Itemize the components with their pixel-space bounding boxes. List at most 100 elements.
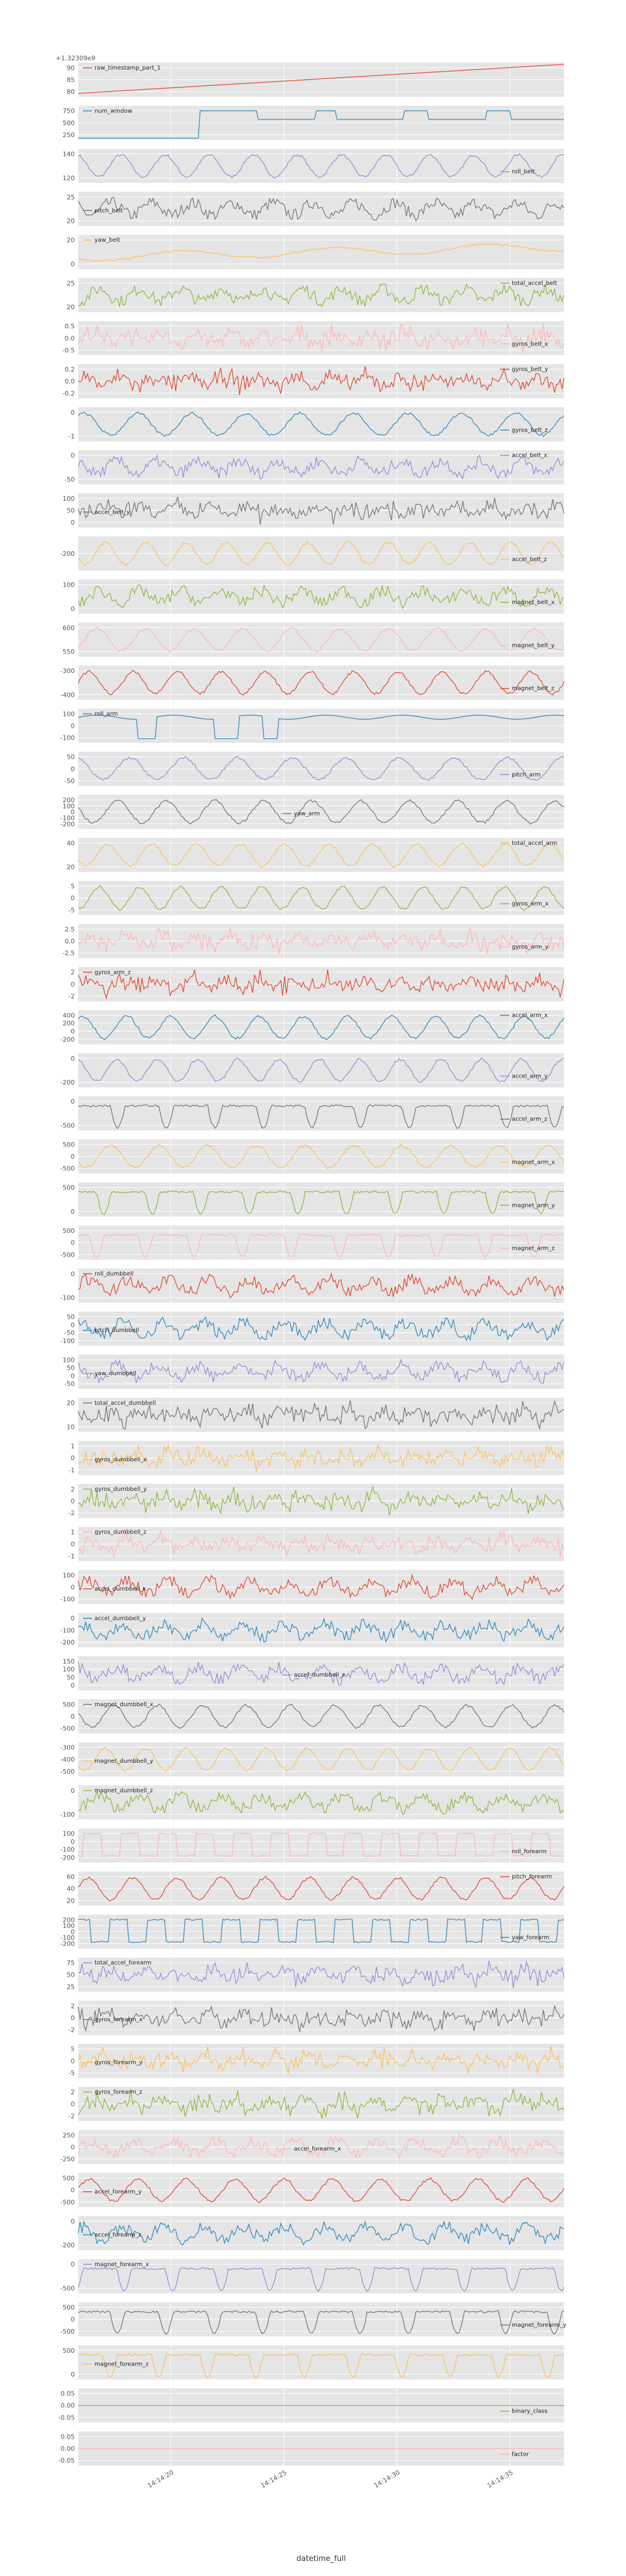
y-tick-label: -400 [60, 1756, 75, 1763]
series-line-gyros_arm_y [78, 926, 565, 955]
legend-label: total_accel_dumbbell [94, 1400, 156, 1406]
series-line-accel_belt_x [78, 453, 565, 480]
y-tick-label: 0.00 [61, 2445, 75, 2453]
series-line-magnet_forearm_z [78, 2353, 565, 2378]
series-line-gyros_forearm_x [78, 2005, 565, 2032]
legend-gyros_arm_x: gyros_arm_x [500, 901, 548, 907]
plot-area [78, 1182, 564, 1217]
legend-gyros_forearm_x: gyros_forearm_x [83, 2017, 143, 2023]
subplot-magnet_forearm_y: 500 0 -500 magnet_forearm_y [60, 2302, 566, 2337]
series-line-yaw_forearm [78, 1918, 565, 1943]
y-tick-label: 500 [63, 2175, 75, 2182]
plot-area [78, 1785, 564, 1820]
y-tick-label: 0 [71, 1098, 75, 1105]
legend-factor: factor [500, 2451, 529, 2458]
series-line-total_accel_dumbbell [78, 1400, 565, 1431]
subplot-roll_belt: 140 120 roll_belt [63, 148, 565, 183]
y-tick-label: -500 [60, 2199, 75, 2206]
x-tick-label: 14:14:30 [373, 2469, 401, 2490]
y-tick-label: 0 [71, 409, 75, 416]
y-tick-label: -50 [64, 476, 75, 483]
subplot-magnet_belt_y: 600 550 magnet_belt_y [63, 622, 565, 657]
y-tick-label: -50 [64, 777, 75, 785]
y-tick-label: -2 [68, 1509, 75, 1517]
subplot-magnet_dumbbell_z: 0 -100 magnet_dumbbell_z [60, 1785, 565, 1820]
subplot-roll_dumbbell: 0 -100 roll_dumbbell [60, 1268, 565, 1303]
plot-area [78, 191, 564, 226]
plot-area [78, 579, 564, 614]
series-line-accel_belt_z [78, 540, 565, 566]
legend-label: gyros_belt_x [512, 341, 548, 347]
y-tick-label: 500 [63, 119, 75, 127]
series-line-magnet_forearm_y [78, 2310, 565, 2335]
y-tick-label: 0 [71, 1454, 75, 1462]
y-tick-label: -500 [60, 1251, 75, 1258]
y-tick-label: -200 [60, 820, 75, 828]
y-tick-label: 120 [63, 174, 75, 182]
legend-raw_timestamp_part_1: raw_timestamp_part_1 [83, 65, 161, 71]
legend-accel_dumbbell_x: accel_dumbbell_x [83, 1586, 146, 1592]
legend-label: yaw_dumbbell [94, 1370, 136, 1377]
plot-area [78, 1311, 564, 1346]
series-line-accel_arm_z [78, 1104, 565, 1130]
legend-magnet_forearm_x: magnet_forearm_x [83, 2261, 149, 2268]
plot-area [78, 1096, 564, 1131]
y-tick-label: 0 [71, 1270, 75, 1278]
y-tick-label: 20 [67, 864, 75, 871]
legend-total_accel_arm: total_accel_arm [500, 840, 558, 846]
series-line-magnet_belt_y [78, 627, 565, 653]
legend-gyros_belt_z: gyros_belt_z [500, 427, 548, 434]
y-tick-label: -2 [68, 2112, 75, 2120]
y-tick-label: -300 [60, 667, 75, 675]
series-line-accel_dumbbell_y [78, 1617, 565, 1643]
x-tick-label: 14:14:35 [486, 2469, 514, 2490]
y-tick-label: 0 [71, 2186, 75, 2194]
legend-magnet_dumbbell_y: magnet_dumbbell_y [83, 1758, 153, 1764]
subplot-gyros_dumbbell_z: 1 0 -1 gyros_dumbbell_z [68, 1527, 565, 1562]
subplot-total_accel_arm: 40 20 total_accel_arm [67, 838, 565, 872]
legend-label: gyros_forearm_x [94, 2017, 143, 2023]
y-tick-label: -100 [60, 814, 75, 822]
legend-total_accel_forearm: total_accel_forearm [83, 1960, 151, 1966]
y-tick-label: 140 [63, 150, 75, 158]
legend-label: accel_arm_x [512, 1013, 548, 1019]
legend-magnet_belt_y: magnet_belt_y [500, 642, 555, 649]
x-tick-label: 14:14:25 [260, 2469, 288, 2490]
y-tick-label: 50 [67, 754, 75, 761]
legend-label: accel_dumbbell_x [94, 1586, 146, 1592]
plot-area [78, 622, 564, 657]
y-tick-label: 25 [67, 279, 75, 287]
x-offset-text: +1.32309e9 [56, 54, 95, 62]
legend-label: accel_forearm_x [294, 2146, 341, 2152]
y-tick-label: -200 [60, 1940, 75, 1948]
y-tick-label: 0 [71, 1713, 75, 1720]
y-tick-label: 0 [71, 1928, 75, 1935]
legend-accel_belt_z: accel_belt_z [500, 556, 547, 563]
legend-label: pitch_arm [512, 772, 541, 778]
legend-label: magnet_arm_y [512, 1202, 555, 1209]
y-tick-label: 2 [71, 2002, 75, 2010]
legend-label: magnet_forearm_y [512, 2322, 566, 2328]
series-line-roll_arm [78, 715, 565, 740]
series-line-magnet_dumbbell_x [78, 1704, 565, 1729]
y-tick-label: 500 [63, 2347, 75, 2355]
subplot-accel_forearm_z: 0 -200 accel_forearm_z [60, 2216, 565, 2250]
legend-label: magnet_belt_x [512, 599, 555, 606]
y-tick-label: -5 [68, 907, 75, 914]
legend-label: gyros_belt_y [512, 366, 548, 373]
y-tick-label: 200 [63, 1020, 75, 1027]
series-line-gyros_dumbbell_y [78, 1485, 565, 1516]
legend-label: gyros_dumbbell_x [94, 1457, 147, 1463]
legend-label: total_accel_belt [512, 281, 557, 287]
y-tick-label: 85 [67, 77, 75, 84]
legend-label: roll_dumbbell [94, 1271, 133, 1277]
legend-gyros_belt_y: gyros_belt_y [500, 366, 548, 373]
series-line-gyros_dumbbell_z [78, 1529, 565, 1558]
subplot-gyros_belt_z: 0 -1 gyros_belt_z [68, 407, 565, 442]
y-tick-label: 20 [67, 304, 75, 311]
series-line-gyros_belt_z [78, 411, 565, 437]
y-tick-label: 0 [71, 1028, 75, 1035]
subplot-pitch_belt: 25 20 pitch_belt [67, 191, 565, 226]
legend-gyros_dumbbell_y: gyros_dumbbell_y [83, 1486, 147, 1493]
legend-yaw_forearm: yaw_forearm [500, 1934, 549, 1941]
